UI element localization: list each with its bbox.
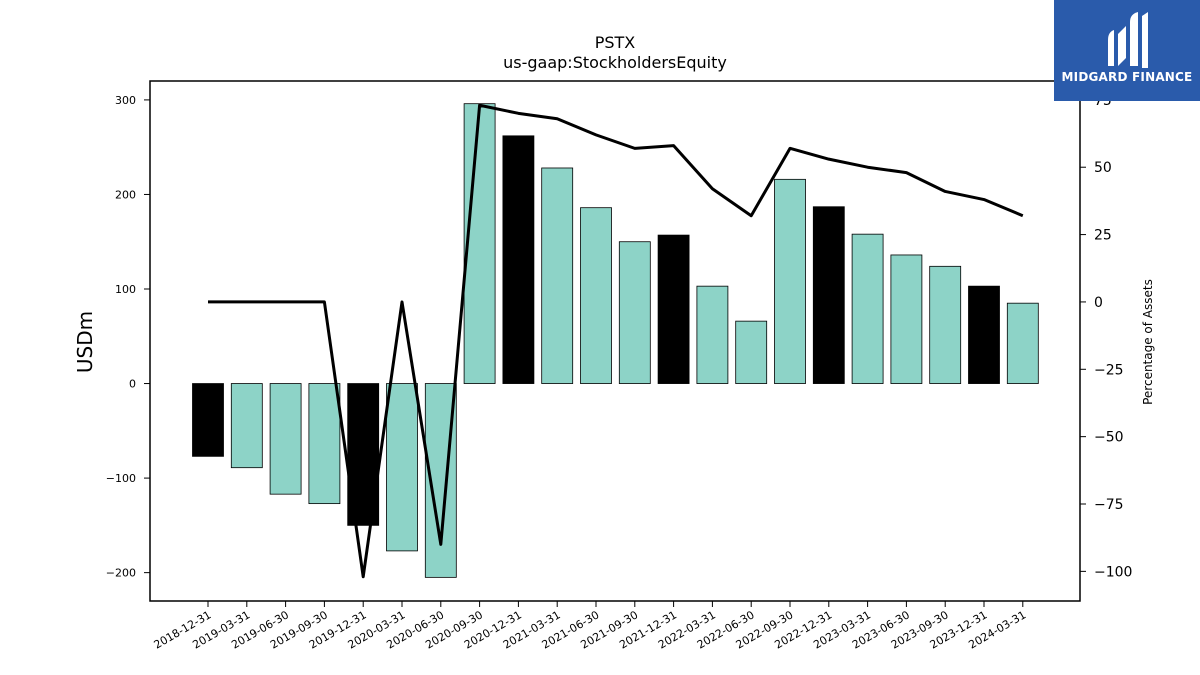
bar-2019-06-30 — [269, 383, 302, 495]
bar-2021-09-30 — [618, 241, 651, 384]
midgard-logo-icon — [1108, 12, 1148, 68]
bar-2022-06-30 — [735, 320, 768, 384]
bar-2023-12-31 — [968, 285, 1000, 384]
bar-2020-12-31 — [502, 135, 535, 384]
y-tick-label-100: 100 — [115, 283, 136, 296]
chart-subtitle: us-gaap:StockholdersEquity — [503, 53, 727, 72]
y-tick-label--100: −100 — [106, 472, 136, 485]
bar-2024-03-31 — [1006, 302, 1039, 384]
plot-area: −200−1000100200300−100−75−50−25025507520… — [106, 80, 1132, 652]
y-tick-label-0: 0 — [129, 378, 136, 391]
y-axis-label: USDm — [73, 311, 97, 373]
bar-2021-12-31 — [657, 234, 690, 384]
y2-axis-label: Percentage of Assets — [1141, 279, 1155, 405]
chart-title: PSTX — [595, 33, 636, 52]
bar-2021-06-30 — [580, 207, 612, 384]
bar-2020-03-31 — [386, 383, 418, 552]
bar-2018-12-31 — [192, 383, 224, 457]
y2-tick-label-25: 25 — [1094, 228, 1112, 244]
midgard-logo: MIDGARD FINANCE — [1054, 0, 1200, 101]
bar-2023-06-30 — [890, 254, 923, 384]
y2-tick-label--100: −100 — [1094, 564, 1132, 580]
bar-2019-09-30 — [308, 383, 341, 505]
y-tick-label-200: 200 — [115, 188, 136, 201]
y2-tick-label-50: 50 — [1094, 160, 1112, 176]
y2-tick-label--75: −75 — [1094, 497, 1124, 513]
percentage-line — [208, 103, 1024, 579]
y2-tick-label-0: 0 — [1094, 295, 1103, 311]
y-tick-label-300: 300 — [115, 94, 136, 107]
bar-2023-03-31 — [851, 233, 884, 384]
bar-2022-12-31 — [812, 206, 845, 384]
bar-2021-03-31 — [541, 167, 574, 384]
y2-tick-label--25: −25 — [1094, 362, 1124, 378]
bar-2022-03-31 — [696, 285, 729, 384]
bar-2023-09-30 — [929, 265, 962, 384]
bar-2020-09-30 — [463, 103, 496, 384]
logo-text: MIDGARD FINANCE — [1061, 70, 1193, 84]
plot-frame — [149, 80, 1081, 602]
bar-2019-03-31 — [230, 383, 263, 469]
bar-2022-09-30 — [774, 178, 806, 384]
y2-tick-label--50: −50 — [1094, 430, 1124, 446]
y-tick-label--200: −200 — [106, 567, 136, 580]
